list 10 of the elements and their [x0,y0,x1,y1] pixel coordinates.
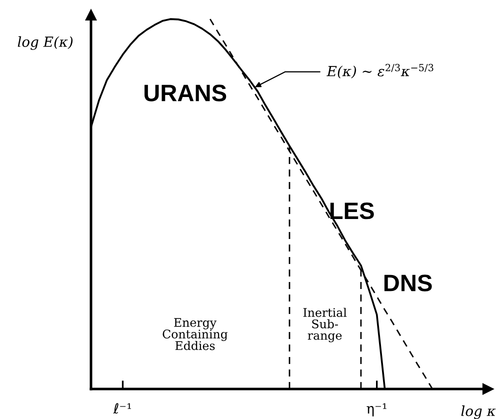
annotation: DNS [384,274,432,292]
y-axis-title: log E(κ) [18,36,73,50]
annotation: URANS [144,84,226,102]
x-axis-title: log κ [461,405,496,419]
annotation: Energy Containing Eddies [162,318,228,350]
x-tick-label: ℓ⁻¹ [113,403,131,414]
annotation: Inertial Sub- range [303,308,347,342]
annotation: LES [330,202,374,220]
annotation: E(κ) ~ ε$^{2/3}$κ$^{−5/3}$ [326,64,434,78]
x-tick-label: η⁻¹ [366,403,386,416]
